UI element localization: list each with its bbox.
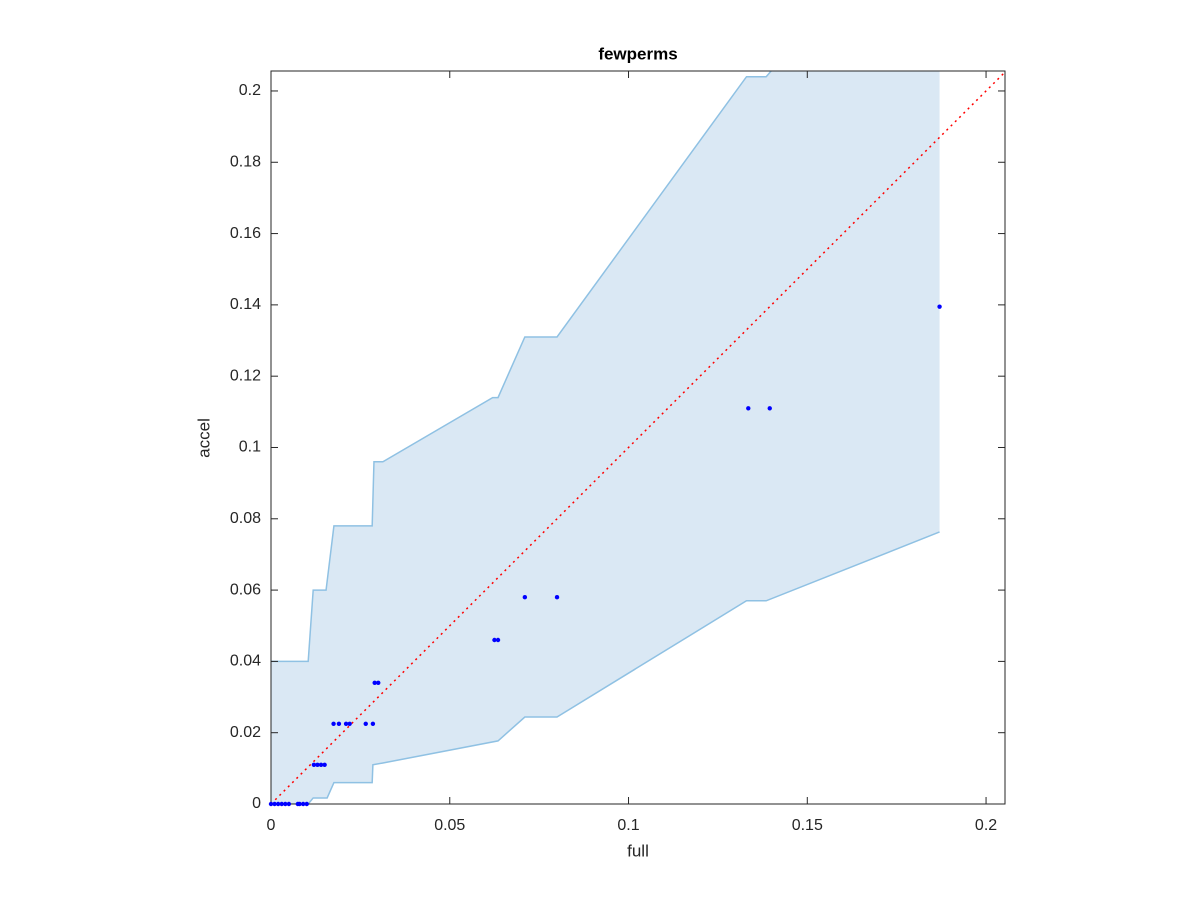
point bbox=[275, 801, 281, 807]
point bbox=[304, 801, 309, 807]
point bbox=[268, 801, 274, 807]
x-tick-label: 0.15 bbox=[792, 817, 823, 834]
point bbox=[318, 762, 324, 767]
point bbox=[331, 721, 336, 726]
point bbox=[372, 680, 377, 685]
y-tick-label: 0.16 bbox=[230, 225, 261, 242]
y-tick-label: 0.04 bbox=[230, 653, 261, 670]
axes-box bbox=[270, 70, 1006, 805]
chart-title: fewperms bbox=[598, 44, 677, 63]
y-tick-label: 0.14 bbox=[230, 296, 261, 313]
point bbox=[363, 721, 368, 726]
point bbox=[279, 801, 284, 807]
y-tick-label: 0.06 bbox=[230, 581, 261, 598]
y-tick-label: 0.12 bbox=[230, 367, 261, 384]
x-tick-label: 0 bbox=[267, 817, 276, 834]
y-tick-label: 0.1 bbox=[239, 439, 261, 456]
point bbox=[495, 637, 501, 643]
point bbox=[300, 801, 306, 807]
point bbox=[336, 721, 342, 726]
point bbox=[370, 721, 376, 726]
point bbox=[347, 721, 352, 726]
point bbox=[492, 637, 497, 643]
point bbox=[343, 721, 349, 726]
y-tick-label: 0 bbox=[252, 795, 261, 812]
point bbox=[286, 801, 292, 807]
y-tick-label: 0.02 bbox=[230, 724, 261, 741]
y-tick-label: 0.2 bbox=[239, 82, 261, 99]
y-tick-label: 0.08 bbox=[230, 510, 261, 527]
point bbox=[272, 801, 277, 807]
band-edge bbox=[271, 71, 773, 663]
point bbox=[937, 304, 942, 309]
plot-area bbox=[271, 71, 1005, 804]
point bbox=[283, 801, 288, 807]
point bbox=[767, 406, 772, 411]
y-axis-label: accel bbox=[194, 418, 213, 458]
x-tick-label: 0.2 bbox=[975, 817, 997, 834]
point bbox=[297, 801, 302, 807]
point bbox=[322, 762, 327, 767]
point bbox=[554, 595, 560, 600]
point bbox=[746, 406, 751, 411]
x-tick-label: 0.1 bbox=[617, 817, 639, 834]
y-tick-label: 0.18 bbox=[230, 153, 261, 170]
x-axis-label: full bbox=[627, 841, 649, 860]
x-tick-label: 0.05 bbox=[434, 817, 465, 834]
point bbox=[311, 762, 317, 767]
point bbox=[522, 595, 528, 600]
point bbox=[315, 762, 320, 767]
point bbox=[376, 680, 381, 685]
band-area bbox=[271, 71, 940, 804]
band-edge bbox=[271, 531, 940, 804]
